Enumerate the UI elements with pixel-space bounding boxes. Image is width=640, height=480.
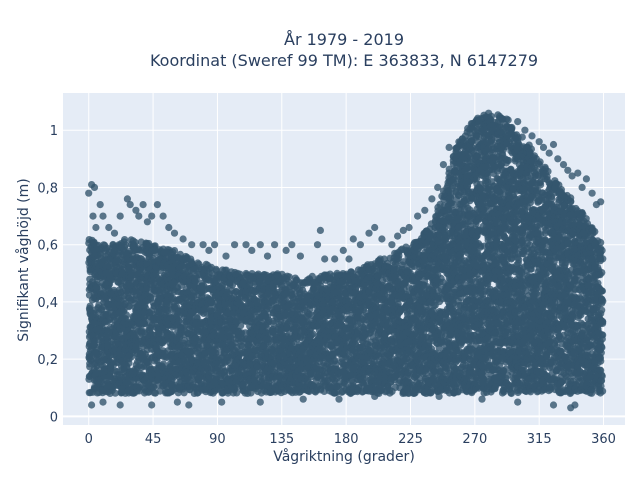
data-point xyxy=(143,359,151,367)
data-point xyxy=(131,238,139,247)
data-point xyxy=(127,273,135,281)
chart-title-line-2: Koordinat (Sweref 99 TM): E 363833, N 61… xyxy=(150,51,538,70)
data-point xyxy=(175,317,183,325)
data-point xyxy=(122,241,130,249)
data-point xyxy=(147,307,156,315)
data-point xyxy=(111,389,119,397)
data-points xyxy=(85,109,607,412)
data-point xyxy=(233,389,241,397)
data-point xyxy=(127,353,135,361)
data-point xyxy=(90,340,98,348)
chart-title-line-1: År 1979 - 2019 xyxy=(284,30,404,49)
data-point xyxy=(125,303,133,311)
data-point xyxy=(122,311,130,319)
data-point xyxy=(285,273,293,281)
